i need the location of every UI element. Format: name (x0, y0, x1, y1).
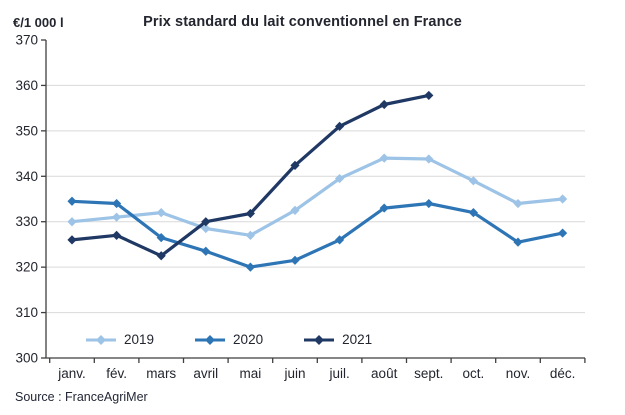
data-point-marker-icon (245, 230, 255, 240)
data-point-marker-icon (245, 208, 255, 219)
x-tick-label: sept. (414, 366, 443, 381)
series-2019 (67, 153, 568, 240)
chart-title: Prix standard du lait conventionnel en F… (143, 14, 462, 30)
data-point-marker-icon (424, 198, 434, 209)
x-tick-label: nov. (506, 366, 531, 381)
y-tick-label: 340 (15, 169, 38, 184)
x-tick-label: fév. (106, 366, 127, 381)
y-tick-label: 360 (15, 78, 38, 93)
data-point-marker-icon (201, 223, 211, 234)
data-point-marker-icon (513, 198, 523, 209)
legend-label: 2021 (342, 332, 373, 347)
data-point-marker-icon (156, 233, 166, 243)
data-point-marker-icon (67, 196, 77, 206)
data-point-marker-icon (335, 235, 345, 245)
data-point-marker-icon (201, 217, 211, 227)
x-tick-label: avril (193, 366, 218, 381)
data-point-marker-icon (379, 153, 389, 163)
y-tick-label: 310 (15, 305, 38, 320)
y-tick-label: 350 (15, 123, 38, 138)
data-point-marker-icon (112, 230, 122, 240)
data-point-marker-icon (290, 255, 300, 265)
series-2021 (67, 90, 434, 261)
data-point-marker-icon (245, 262, 255, 272)
legend-item-2021: 2021 (303, 332, 372, 347)
data-point-marker-icon (156, 251, 166, 261)
chart-legend: 2019 2020 2021 (85, 332, 372, 347)
source-label: Source : FranceAgriMer (15, 390, 148, 404)
axes (41, 39, 586, 363)
legend-label: 2019 (124, 332, 155, 347)
data-point-marker-icon (201, 246, 211, 256)
x-tick-label: août (371, 366, 398, 381)
data-point-marker-icon (468, 208, 478, 218)
data-point-marker-icon (156, 208, 166, 218)
legend-line-marker-icon (86, 334, 116, 345)
data-point-marker-icon (379, 203, 389, 213)
data-point-marker-icon (558, 228, 568, 238)
data-point-marker-icon (290, 160, 300, 170)
x-tick-label: juil. (328, 366, 349, 381)
data-point-marker-icon (67, 235, 77, 245)
x-tick-label: déc. (550, 366, 576, 381)
y-axis-labels: 300 310 320 330 340 350 360 370 (15, 33, 38, 366)
legend-item-2019: 2019 (85, 332, 154, 347)
data-point-marker-icon (468, 176, 478, 186)
series-2020 (67, 196, 568, 272)
legend-item-2020: 2020 (194, 332, 263, 347)
x-tick-label: mai (240, 366, 262, 381)
gridlines (46, 84, 585, 314)
data-point-marker-icon (335, 173, 345, 184)
legend-line-marker-icon (304, 334, 335, 345)
x-tick-label: oct. (463, 366, 485, 381)
y-tick-label: 320 (15, 260, 38, 275)
data-point-marker-icon (67, 217, 77, 227)
data-point-marker-icon (513, 237, 523, 247)
y-axis-unit-label: €/1 000 l (13, 15, 64, 30)
data-point-marker-icon (558, 194, 568, 204)
data-point-marker-icon (379, 99, 389, 110)
data-point-marker-icon (290, 205, 300, 215)
y-tick-label: 300 (15, 351, 38, 366)
y-tick-label: 370 (15, 33, 38, 48)
x-tick-label: janv. (57, 366, 86, 381)
data-point-marker-icon (424, 90, 434, 101)
data-point-marker-icon (112, 212, 122, 222)
data-point-marker-icon (112, 198, 122, 209)
y-tick-label: 330 (15, 214, 38, 229)
x-axis-labels: janv. fév. mars avril mai juin juil. août sept. o… (57, 366, 575, 381)
x-tick-label: mars (146, 366, 176, 381)
x-tick-label: juin (283, 366, 305, 381)
data-point-marker-icon (424, 154, 434, 164)
legend-label: 2020 (233, 332, 264, 347)
legend-line-marker-icon (195, 334, 226, 345)
data-point-marker-icon (335, 121, 345, 131)
